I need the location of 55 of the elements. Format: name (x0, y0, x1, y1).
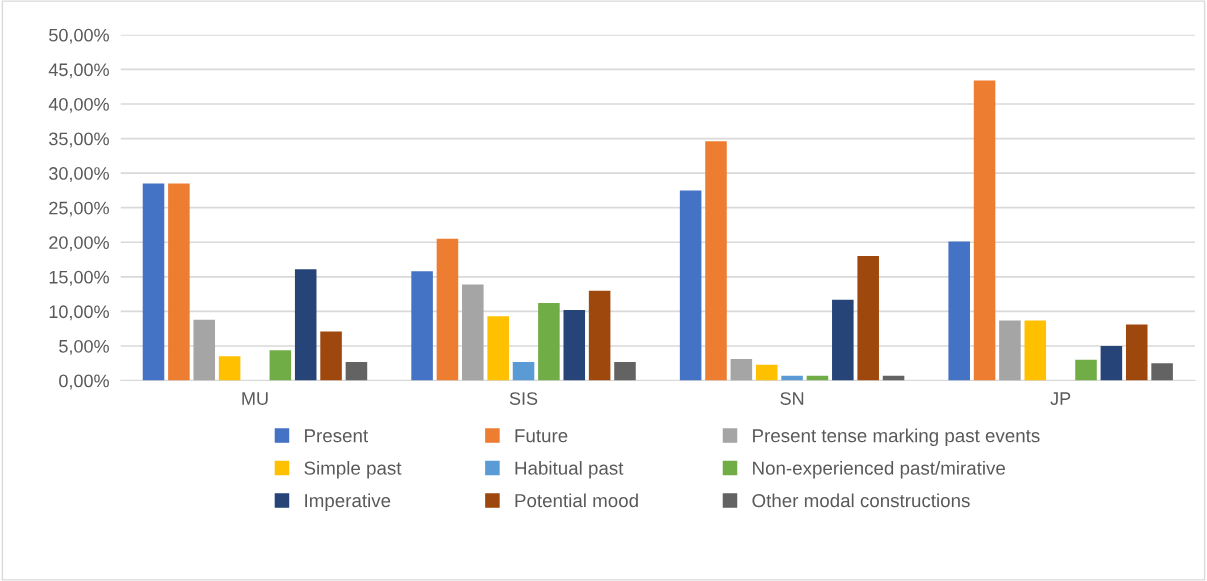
y-tick-label: 45,00% (48, 63, 109, 79)
bar (345, 361, 368, 381)
y-tick-label: 20,00% (49, 236, 109, 252)
y-tick-label: 35,00% (49, 132, 109, 148)
bar (1075, 359, 1097, 381)
bar (411, 271, 433, 381)
bar (588, 290, 611, 381)
legend-label: Habitual past (515, 461, 624, 479)
x-tick-label: MU (242, 392, 268, 405)
legend-label: Other modal constructions (752, 493, 970, 508)
y-tick-label: 10,00% (49, 305, 109, 321)
y-tick-label: 25,00% (49, 201, 109, 217)
bar (679, 190, 702, 381)
bar (218, 356, 241, 381)
bar (320, 331, 342, 381)
bar (462, 284, 484, 381)
bar (487, 316, 509, 381)
legend-label: Present tense marking past events (753, 428, 1040, 447)
bar (1024, 320, 1047, 381)
bar (1125, 324, 1148, 381)
bar (142, 183, 165, 381)
bar (436, 238, 459, 381)
bar (269, 350, 292, 381)
bar (294, 269, 317, 381)
y-tick-label: 50,00% (49, 28, 109, 44)
legend-label: Non-experienced past/mirative (753, 461, 1006, 479)
bar (193, 319, 216, 381)
x-tick-label: JP (1050, 392, 1071, 405)
bar (168, 183, 190, 381)
legend-label: Imperative (305, 493, 391, 511)
bar (948, 241, 970, 381)
x-tick-label: SN (780, 392, 804, 405)
bar (512, 361, 535, 381)
y-tick-label: 15,00% (49, 270, 109, 286)
bar (563, 310, 586, 381)
y-tick-label: 0,00% (59, 374, 109, 390)
x-tick-label: SIS (509, 392, 538, 405)
bar (614, 361, 636, 381)
y-tick-label: 30,00% (49, 167, 109, 182)
legend-label: Future (515, 429, 568, 443)
bar (755, 364, 778, 381)
legend-label: Present (305, 429, 369, 443)
bar (857, 256, 879, 381)
bar (538, 303, 560, 381)
bar (705, 141, 727, 381)
legend-label: Simple past (304, 461, 402, 479)
bar (999, 320, 1021, 381)
legend-label: Potential mood (515, 493, 638, 508)
bar (832, 299, 854, 381)
bar (730, 359, 753, 381)
bar (973, 80, 996, 381)
bar (1100, 345, 1123, 381)
bar (1151, 363, 1173, 381)
y-tick-label: 40,00% (48, 97, 109, 113)
y-tick-label: 5,00% (59, 339, 109, 355)
